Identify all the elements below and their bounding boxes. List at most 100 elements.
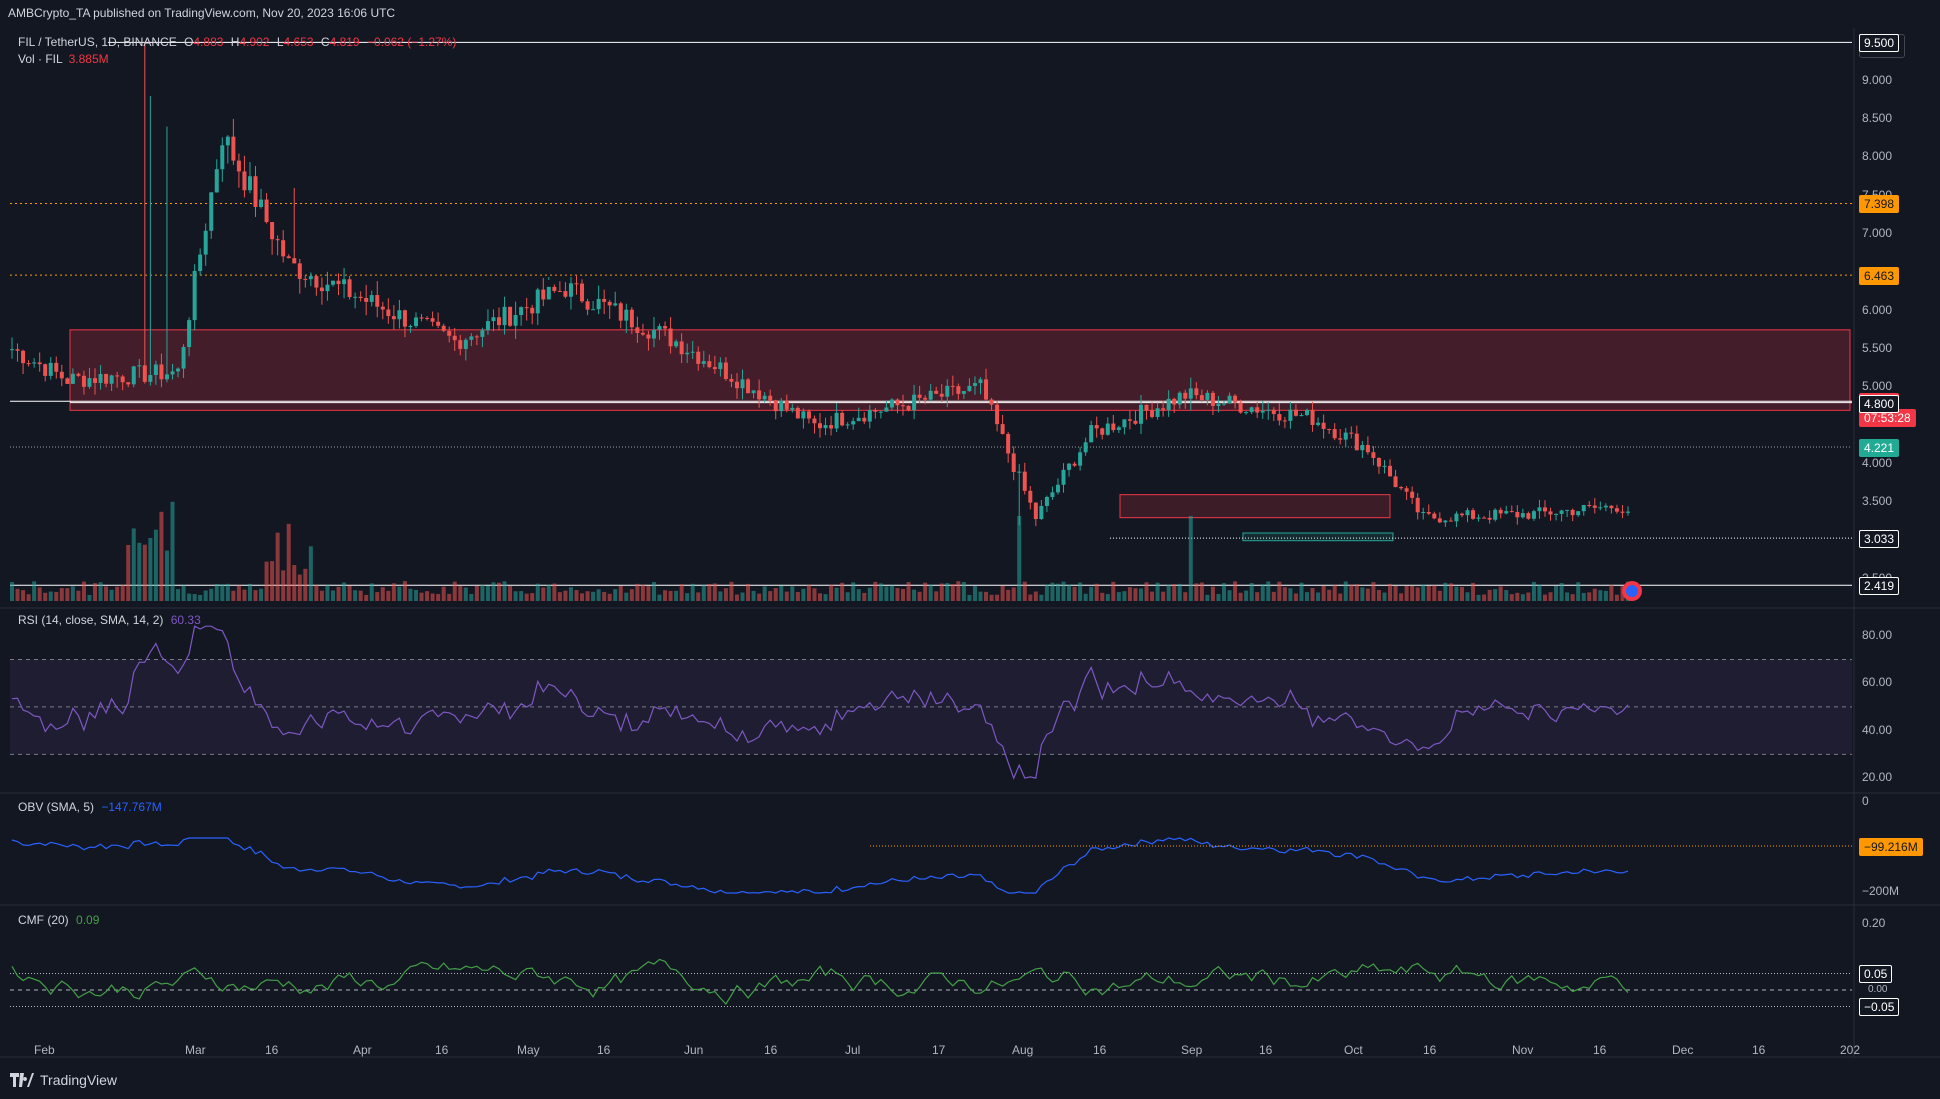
candle-body bbox=[369, 295, 374, 302]
x-tick: Aug bbox=[1012, 1043, 1034, 1057]
candle-body bbox=[1509, 511, 1514, 513]
volume-bar bbox=[757, 593, 762, 601]
x-tick: 16 bbox=[1593, 1043, 1607, 1057]
candle-body bbox=[54, 362, 59, 372]
volume-bar bbox=[1111, 581, 1116, 601]
volume-bar bbox=[939, 583, 944, 601]
volume-bar bbox=[1039, 594, 1044, 601]
obv-line bbox=[11, 837, 1629, 894]
volume-bar bbox=[524, 593, 529, 601]
candle-body bbox=[1271, 409, 1276, 415]
obv-box: −99.216M bbox=[1859, 838, 1923, 856]
candle-body bbox=[247, 176, 252, 191]
volume-bar bbox=[502, 581, 507, 601]
price-box: 7.398 bbox=[1859, 195, 1900, 214]
high-value: 4.902 bbox=[239, 35, 270, 49]
tradingview-brand: TradingView bbox=[40, 1072, 118, 1088]
candle-body bbox=[1343, 432, 1348, 440]
candle-body bbox=[862, 417, 867, 422]
candle-body bbox=[1498, 509, 1503, 514]
zone-range-high bbox=[1119, 494, 1391, 519]
candle-body bbox=[1288, 409, 1293, 421]
volume-bar bbox=[751, 590, 756, 601]
low-label: L bbox=[276, 35, 284, 49]
volume-bar bbox=[646, 586, 651, 601]
volume-bar bbox=[176, 589, 181, 601]
candle-body bbox=[834, 412, 839, 429]
candle-body bbox=[972, 383, 977, 386]
volume-bar bbox=[247, 583, 252, 601]
volume-bar bbox=[895, 588, 900, 601]
volume-bar bbox=[1249, 583, 1254, 601]
volume-bar bbox=[984, 591, 989, 601]
candle-body bbox=[823, 425, 828, 429]
x-tick: Dec bbox=[1672, 1043, 1694, 1057]
volume-bar bbox=[436, 594, 441, 601]
volume-label[interactable]: Vol · FIL bbox=[18, 52, 63, 66]
volume-bar bbox=[120, 585, 125, 601]
price-tick: 8.500 bbox=[1862, 111, 1893, 125]
volume-bar bbox=[1332, 585, 1337, 601]
candle-body bbox=[1277, 414, 1282, 421]
candle-body bbox=[718, 362, 723, 370]
volume-bar bbox=[834, 587, 839, 601]
volume-bar bbox=[1365, 588, 1370, 601]
candle-body bbox=[253, 176, 258, 207]
obv-label[interactable]: OBV (SMA, 5) bbox=[18, 800, 95, 814]
price-tick: 8.000 bbox=[1862, 149, 1893, 164]
volume-bar bbox=[1299, 582, 1304, 601]
volume-bar bbox=[806, 584, 811, 601]
candle-body bbox=[773, 400, 778, 412]
candle-body bbox=[497, 317, 502, 326]
volume-bar bbox=[15, 588, 20, 601]
volume-bar bbox=[923, 582, 928, 601]
candle-body bbox=[430, 318, 435, 322]
obv-tick: 0 bbox=[1862, 794, 1869, 808]
tradingview-logo[interactable]: TradingView bbox=[10, 1072, 117, 1088]
candle-body bbox=[629, 309, 634, 328]
candle-body bbox=[585, 301, 590, 310]
volume-bar bbox=[862, 592, 867, 601]
candle-body bbox=[104, 373, 109, 384]
symbol-name[interactable]: FIL / TetherUS, 1D, BINANCE bbox=[18, 35, 177, 49]
candle-body bbox=[508, 306, 513, 326]
volume-bar bbox=[779, 585, 784, 601]
candle-body bbox=[934, 390, 939, 394]
candle-body bbox=[712, 367, 717, 370]
volume-bar bbox=[734, 594, 739, 601]
candle-body bbox=[325, 284, 330, 292]
candle-body bbox=[375, 295, 380, 307]
volume-bar bbox=[364, 594, 369, 601]
volume-bar bbox=[663, 590, 668, 601]
candle-body bbox=[1105, 423, 1110, 435]
volume-bar bbox=[1288, 588, 1293, 601]
candle-body bbox=[674, 341, 679, 347]
candle-body bbox=[1426, 512, 1431, 514]
volume-bar bbox=[37, 587, 42, 601]
candle-body bbox=[1061, 469, 1066, 485]
volume-bar bbox=[1476, 594, 1481, 601]
volume-bar bbox=[203, 590, 208, 601]
x-tick: Feb bbox=[34, 1043, 55, 1057]
volume-bar bbox=[408, 588, 413, 601]
candle-body bbox=[65, 378, 70, 384]
rsi-legend: RSI (14, close, SMA, 14, 2) 60.33 bbox=[18, 613, 201, 627]
rsi-label[interactable]: RSI (14, close, SMA, 14, 2) bbox=[18, 613, 164, 627]
volume-bar bbox=[1598, 590, 1603, 601]
volume-bar bbox=[214, 583, 219, 601]
volume-bar bbox=[723, 588, 728, 601]
candle-body bbox=[93, 378, 98, 383]
candle-body bbox=[806, 411, 811, 419]
volume-bar bbox=[342, 582, 347, 601]
volume-bar bbox=[1399, 593, 1404, 601]
candle-body bbox=[170, 371, 175, 375]
volume-bar bbox=[1233, 581, 1238, 601]
volume-bar bbox=[679, 584, 684, 601]
candle-body bbox=[209, 192, 214, 231]
candle-body bbox=[1000, 424, 1005, 435]
cmf-label[interactable]: CMF (20) bbox=[18, 913, 69, 927]
volume-bar bbox=[873, 581, 878, 601]
candle-body bbox=[59, 371, 64, 379]
volume-bar bbox=[270, 561, 275, 601]
